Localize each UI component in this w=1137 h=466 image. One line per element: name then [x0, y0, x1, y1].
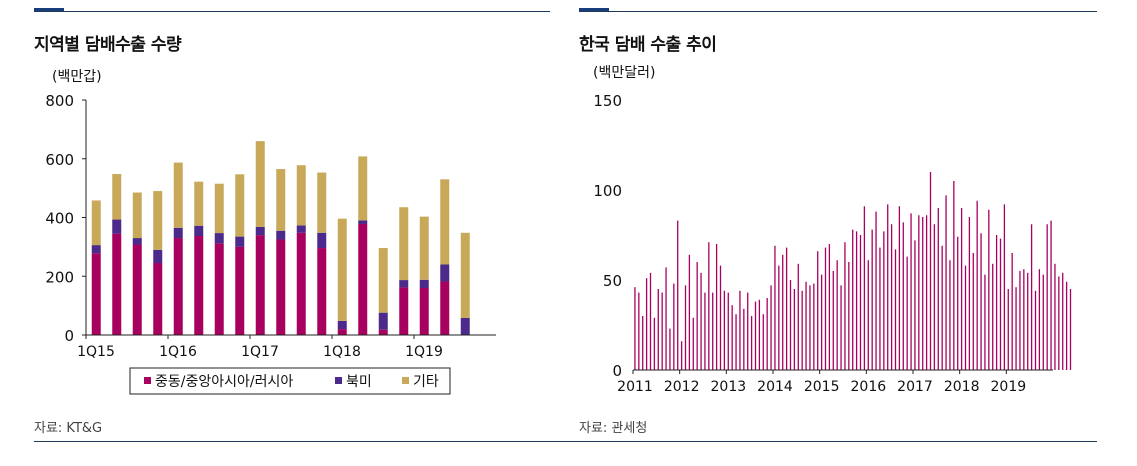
- x-tick-label: 1Q17: [241, 344, 279, 360]
- y-tick-label: 0: [64, 327, 74, 345]
- legend-label: 중동/중앙아시아/러시아: [155, 374, 293, 390]
- bar-segment: [460, 232, 470, 318]
- x-tick-label: 1Q15: [77, 344, 115, 360]
- bar-segment: [460, 317, 470, 335]
- bar-segment: [337, 320, 347, 330]
- right-monthly-bar-chart: 0 50 100 150 2011 2012 2013 2014 2015 2016 2017 201…: [593, 92, 1072, 395]
- bar-segment: [153, 249, 163, 264]
- y-tick-label: 400: [45, 210, 74, 228]
- bar-segment: [358, 223, 368, 335]
- y-tick-label: 150: [593, 92, 622, 110]
- bar-segment: [91, 245, 101, 254]
- bar-segment: [296, 232, 306, 335]
- bar-segment: [153, 191, 163, 250]
- x-tick-label: 2017: [897, 379, 933, 395]
- x-tick-label: 2016: [851, 379, 887, 395]
- bar-segment: [194, 236, 204, 335]
- right-source: 자료: 관세청: [579, 421, 648, 436]
- bar-segment: [255, 235, 265, 335]
- bar-segment: [419, 216, 429, 280]
- bar-segment: [132, 192, 142, 239]
- bar-segment: [112, 174, 122, 220]
- bar-segment: [112, 219, 122, 234]
- y-tick-label: 50: [603, 272, 622, 290]
- bar-segment: [276, 239, 286, 335]
- left-header-rule: [34, 11, 550, 12]
- bar-segment: [378, 312, 388, 330]
- right-header-rule: [579, 11, 1097, 12]
- y-tick-label: 800: [45, 92, 74, 110]
- bar-segment: [440, 179, 450, 265]
- bar-segment: [132, 244, 142, 335]
- bar-segment: [399, 207, 409, 281]
- bar-segment: [296, 225, 306, 233]
- left-chart-title: 지역별 담배수출 수량: [34, 35, 182, 55]
- legend-label: 기타: [413, 374, 439, 390]
- legend-swatch: [335, 377, 342, 384]
- footer-rule: [34, 441, 1097, 442]
- legend-swatch: [144, 377, 151, 384]
- left-source: 자료: KT&G: [34, 421, 103, 436]
- y-tick-label: 200: [45, 268, 74, 286]
- bar-segment: [173, 162, 183, 228]
- bar-segment: [214, 183, 224, 234]
- bar-segment: [337, 329, 347, 335]
- bar-segment: [296, 165, 306, 226]
- y-tick-label: 0: [612, 362, 622, 380]
- left-header-accent: [34, 8, 64, 12]
- x-tick-label: 2014: [757, 379, 793, 395]
- bar-segment: [317, 172, 327, 233]
- x-tick-label: 1Q19: [405, 344, 443, 360]
- x-tick-label: 2019: [991, 379, 1027, 395]
- bar-segment: [153, 263, 163, 335]
- bar-segment: [132, 238, 142, 245]
- bar-segment: [173, 238, 183, 335]
- right-chart-title: 한국 담배 수출 추이: [579, 35, 717, 55]
- bar-segment: [399, 287, 409, 335]
- bar-segment: [317, 248, 327, 335]
- bar-segment: [214, 243, 224, 335]
- bar-segment: [378, 329, 388, 335]
- x-tick-label: 2013: [711, 379, 747, 395]
- x-tick-label: 1Q16: [159, 344, 197, 360]
- x-tick-label: 2015: [804, 379, 840, 395]
- bar-segment: [214, 233, 224, 244]
- bar-segment: [91, 253, 101, 335]
- bar-segment: [112, 233, 122, 335]
- bar-segment: [276, 169, 286, 231]
- bar-segment: [378, 248, 388, 313]
- bar-segment: [317, 232, 327, 249]
- bar-segment: [358, 220, 368, 224]
- left-stacked-bar-chart: 0 200 400 600 800 1Q15 1Q16 1Q17 1Q18 1Q19 중동/중앙아…: [45, 92, 496, 395]
- bar-segment: [276, 230, 286, 240]
- bar-segment: [399, 280, 409, 288]
- bar-segment: [255, 226, 265, 236]
- legend-swatch: [402, 377, 409, 384]
- legend-box: [129, 367, 451, 395]
- x-tick-label: 2012: [664, 379, 700, 395]
- bar-segment: [358, 156, 368, 221]
- y-tick-label: 100: [593, 182, 622, 200]
- bar-segment: [194, 181, 204, 226]
- bar-segment: [419, 279, 429, 288]
- bar-segment: [255, 141, 265, 227]
- bar-segment: [419, 288, 429, 335]
- right-header-accent: [579, 8, 609, 12]
- x-tick-label: 1Q18: [323, 344, 361, 360]
- bar-segment: [235, 174, 245, 237]
- y-tick-label: 600: [45, 151, 74, 169]
- bar-segment: [91, 200, 101, 246]
- x-tick-label: 2011: [617, 379, 653, 395]
- bar-segment: [440, 281, 450, 335]
- right-chart-unit: (백만달러): [593, 65, 656, 81]
- left-chart-unit: (백만갑): [52, 69, 102, 85]
- bar-segment: [235, 246, 245, 335]
- bar-segment: [235, 236, 245, 247]
- bar-segment: [440, 264, 450, 282]
- legend-label: 북미: [346, 374, 372, 390]
- bar-segment: [173, 227, 183, 239]
- x-tick-label: 2018: [944, 379, 980, 395]
- bar-segment: [337, 218, 347, 321]
- bar-segment: [194, 225, 204, 237]
